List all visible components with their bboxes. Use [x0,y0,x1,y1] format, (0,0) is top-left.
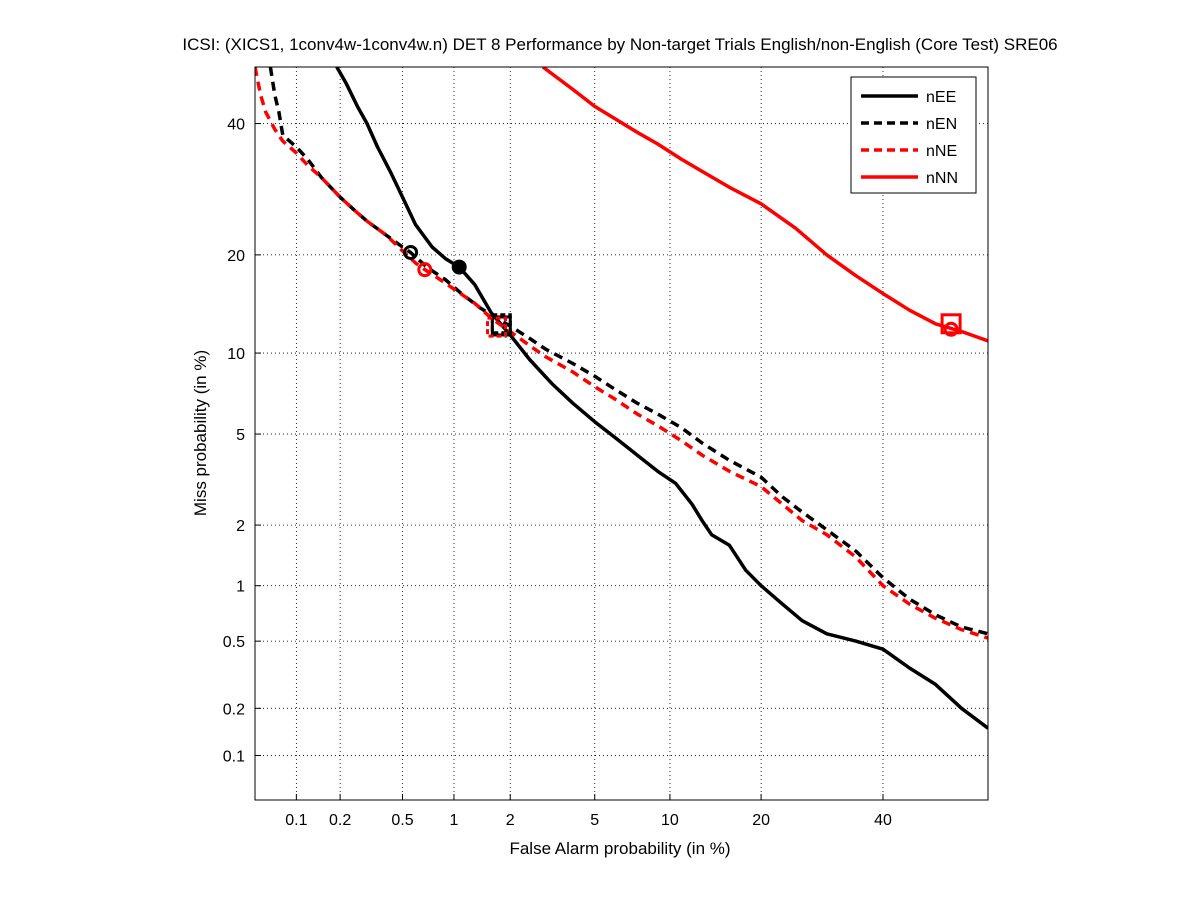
x-tick-label: 2 [506,812,515,829]
x-tick-label: 0.5 [391,812,413,829]
chart-title: ICSI: (XICS1, 1conv4w-1conv4w.n) DET 8 P… [182,35,1057,54]
min-dcf-marker-nEN [403,244,419,260]
actual-dcf-marker-nEN [490,313,512,335]
x-tick-label: 5 [590,812,599,829]
x-tick-label: 0.2 [329,812,351,829]
series-line-nEE [335,67,988,730]
y-tick-label: 40 [227,117,245,134]
min-dcf-marker-nNE [417,262,433,278]
y-tick-label: 0.5 [223,634,245,651]
x-tick-label: 0.1 [285,812,307,829]
plot-frame [254,66,989,801]
x-tick-label: 1 [449,812,458,829]
y-tick-label: 5 [236,427,245,444]
series-line-nNE [255,67,988,640]
y-tick-label: 10 [227,346,245,363]
min-dcf-marker-nNN [943,321,959,337]
legend-label-nEN: nEN [926,116,957,133]
x-tick-label: 10 [661,812,679,829]
y-tick-label: 0.1 [223,748,245,765]
series-line-nNN [541,67,988,343]
x-tick-labels: 0.1 0.2 0.5 1 2 5 10 20 40 [285,812,892,829]
y-tick-label: 1 [236,579,245,596]
legend-label-nNN: nNN [926,170,958,187]
operating-points [403,244,962,338]
grid-lines [255,67,988,800]
y-tick-label: 20 [227,248,245,265]
y-tick-label: 2 [236,518,245,535]
legend-label-nEE: nEE [926,89,956,106]
y-tick-label: 0.2 [223,701,245,718]
legend: nEE nEN nNE nNN [850,76,977,194]
min-dcf-marker-nEE [451,259,467,275]
actual-dcf-marker-nNN [940,313,962,335]
x-tick-label: 20 [752,812,770,829]
y-axis-label: Miss probability (in %) [191,350,210,516]
y-tick-labels: 0.1 0.2 0.5 1 2 5 10 20 40 [223,117,245,766]
plot-lines [255,67,988,730]
actual-dcf-marker-nNE [486,316,508,338]
x-tick-label: 40 [874,812,892,829]
x-axis-label: False Alarm probability (in %) [509,839,730,858]
legend-label-nNE: nNE [926,143,957,160]
